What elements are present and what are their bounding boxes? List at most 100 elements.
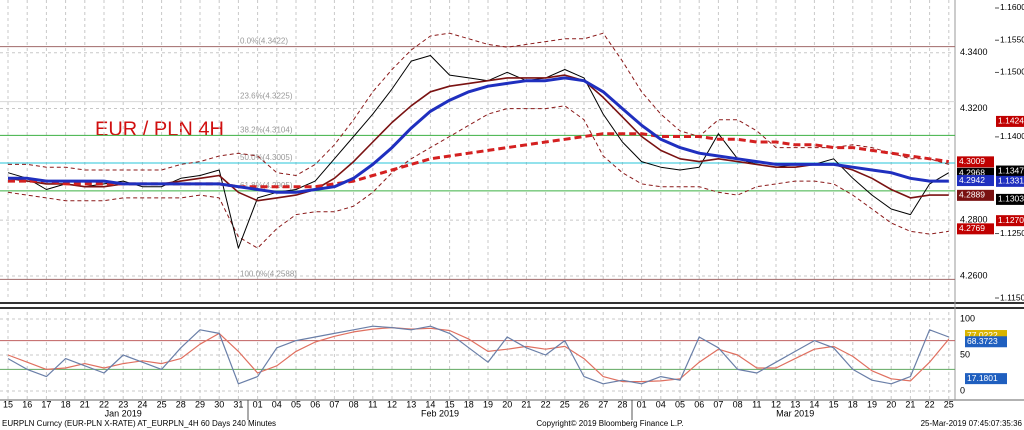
footer-center: Copyright© 2019 Bloomberg Finance L.P. [536, 419, 683, 428]
level-label: 23.6%(4.3225) [240, 92, 293, 101]
month-label: Mar 2019 [776, 408, 814, 418]
price-tag [957, 167, 994, 179]
price-tag [965, 373, 1007, 385]
x-tick-label: 12 [771, 399, 781, 409]
x-tick-label: 22 [541, 399, 551, 409]
x-tick-label: 15 [445, 399, 455, 409]
y2-tick-label: 1.1400 [1000, 131, 1024, 141]
x-tick-label: 24 [137, 399, 147, 409]
x-tick-label: 19 [867, 399, 877, 409]
price-tag [996, 193, 1024, 205]
price-tag-label: 17.1801 [967, 373, 998, 383]
price-tag [957, 156, 994, 168]
series-line [8, 32, 949, 176]
x-tick-label: 25 [560, 399, 570, 409]
price-tag [965, 330, 1007, 342]
x-tick-label: 29 [195, 399, 205, 409]
footer-left: EURPLN Curncy (EUR-PLN X-RATE) AT_EURPLN… [2, 419, 276, 428]
x-tick-label: 22 [99, 399, 109, 409]
x-tick-label: 25 [944, 399, 954, 409]
x-tick-label: 13 [790, 399, 800, 409]
price-tag-label: 4.2968 [959, 168, 985, 178]
x-tick-label: 13 [406, 399, 416, 409]
y2-tick-label: 1.1150 [1000, 292, 1024, 302]
x-tick-label: 15 [3, 399, 13, 409]
price-tag-label: 1.1424 [998, 116, 1024, 126]
x-tick-label: 18 [848, 399, 858, 409]
level-label: 0.0%(4.3422) [240, 37, 288, 46]
x-tick-label: 28 [176, 399, 186, 409]
chart-title: EUR / PLN 4H [95, 118, 224, 140]
level-label: 38.2%(4.3104) [240, 125, 293, 134]
x-tick-label: 06 [694, 399, 704, 409]
x-tick-label: 20 [502, 399, 512, 409]
series-line [7, 325, 950, 385]
x-tick-label: 06 [310, 399, 320, 409]
y2-tick-label: 1.1600 [1000, 2, 1024, 12]
x-tick-label: 25 [157, 399, 167, 409]
x-tick-label: 01 [253, 399, 263, 409]
y-tick-label: 4.2600 [960, 270, 988, 280]
x-tick-label: 14 [809, 399, 819, 409]
x-tick-label: 11 [368, 399, 377, 409]
series-line [8, 76, 949, 194]
y-tick-label: 0 [960, 385, 965, 395]
price-tag [957, 189, 994, 201]
x-tick-label: 04 [656, 399, 666, 409]
x-tick-label: 19 [483, 399, 493, 409]
x-tick-label: 08 [349, 399, 359, 409]
y-tick-label: 4.3400 [960, 47, 988, 57]
y-tick-label: 4.3200 [960, 103, 988, 113]
x-tick-label: 21 [905, 399, 915, 409]
x-tick-label: 26 [579, 399, 589, 409]
x-tick-label: 28 [617, 399, 627, 409]
y-tick-label: 100 [960, 313, 975, 323]
x-tick-label: 31 [233, 399, 243, 409]
month-label: Feb 2019 [421, 408, 459, 418]
x-tick-label: 12 [387, 399, 397, 409]
level-label: 50.0%(4.3005) [240, 153, 293, 162]
x-tick-label: 16 [22, 399, 32, 409]
x-tick-label: 11 [752, 399, 761, 409]
price-tag-label: 4.3009 [959, 156, 985, 166]
x-tick-label: 07 [329, 399, 339, 409]
x-tick-label: 14 [425, 399, 435, 409]
x-tick-label: 07 [713, 399, 723, 409]
y2-tick-label: 1.1500 [1000, 67, 1024, 77]
footer-right: 25-Mar-2019 07:45:07:35:36 [921, 419, 1023, 428]
price-tag [957, 175, 994, 187]
price-tag-label: 1.1270 [998, 215, 1024, 225]
x-tick-label: 27 [598, 399, 608, 409]
x-tick-label: 20 [886, 399, 896, 409]
y2-tick-label: 1.1250 [1000, 228, 1024, 238]
price-tag [965, 336, 1007, 348]
price-tag [996, 215, 1024, 227]
y-tick-label: 50 [960, 349, 970, 359]
x-tick-label: 18 [61, 399, 71, 409]
x-tick-label: 04 [272, 399, 282, 409]
x-tick-label: 08 [733, 399, 743, 409]
x-tick-label: 01 [637, 399, 647, 409]
series-line [7, 327, 950, 383]
x-tick-label: 17 [41, 399, 51, 409]
x-tick-label: 21 [80, 399, 90, 409]
x-tick-label: 05 [291, 399, 301, 409]
x-tick-label: 18 [464, 399, 474, 409]
price-tag-label: 4.2942 [959, 175, 985, 185]
price-tag-label: 4.2769 [959, 223, 985, 233]
y-tick-label: 4.2800 [960, 215, 988, 225]
price-tag-label: 4.2889 [959, 190, 985, 200]
y2-tick-label: 1.1550 [1000, 34, 1024, 44]
price-tag [996, 175, 1024, 187]
series-line [7, 105, 949, 249]
price-tag-label: 1.1331 [998, 176, 1024, 186]
x-tick-label: 15 [829, 399, 839, 409]
x-tick-label: 22 [925, 399, 935, 409]
x-tick-label: 21 [521, 399, 531, 409]
price-tag [957, 223, 994, 235]
price-tag-label: 1.1303 [998, 194, 1024, 204]
x-tick-label: 23 [118, 399, 128, 409]
price-tag-label: 68.3723 [967, 336, 998, 346]
